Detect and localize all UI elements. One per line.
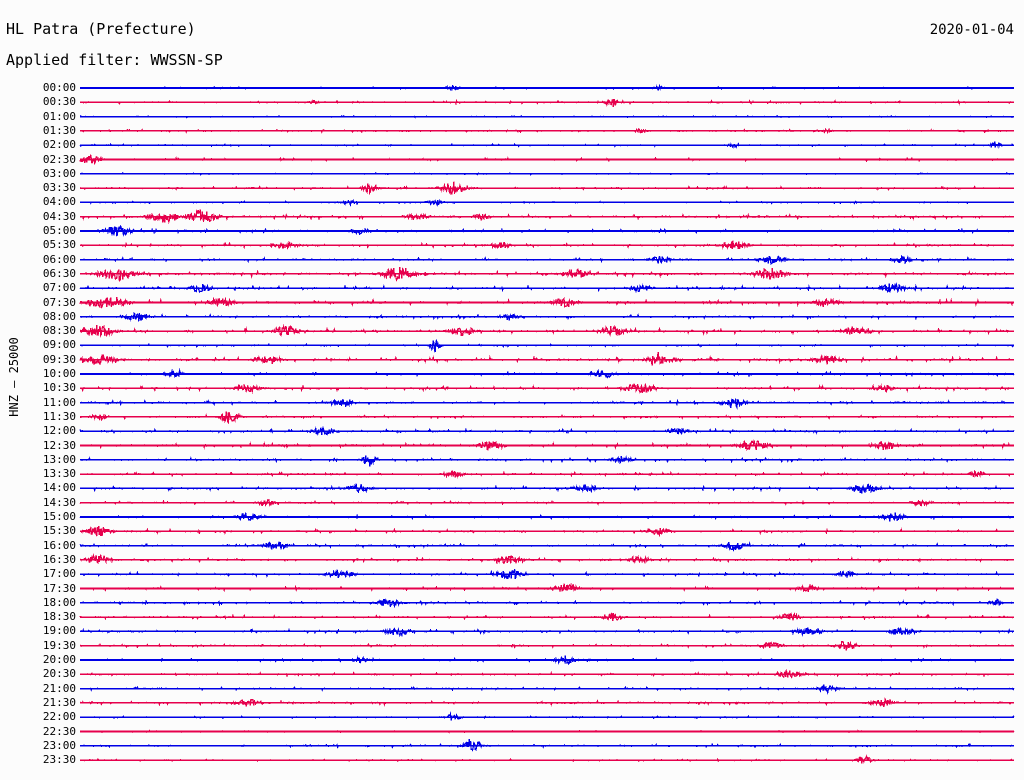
time-tick-18-00: 18:00: [42, 595, 76, 609]
time-tick-22-00: 22:00: [42, 710, 76, 724]
time-tick-11-30: 11:30: [42, 409, 76, 423]
time-tick-15-30: 15:30: [42, 524, 76, 538]
time-tick-16-30: 16:30: [42, 552, 76, 566]
time-tick-09-30: 09:30: [42, 352, 76, 366]
time-tick-03-30: 03:30: [42, 181, 76, 195]
time-tick-10-00: 10:00: [42, 367, 76, 380]
time-tick-21-00: 21:00: [42, 681, 76, 695]
time-tick-09-00: 09:00: [42, 338, 76, 352]
time-tick-01-00: 01:00: [42, 109, 76, 123]
time-tick-04-00: 04:00: [42, 195, 76, 209]
time-tick-05-30: 05:30: [42, 238, 76, 252]
time-tick-00-00: 00:00: [42, 81, 76, 94]
time-tick-17-30: 17:30: [42, 581, 76, 595]
time-tick-17-00: 17:00: [42, 567, 76, 581]
time-tick-04-30: 04:30: [42, 209, 76, 223]
time-tick-07-30: 07:30: [42, 295, 76, 309]
time-tick-05-00: 05:00: [42, 224, 76, 237]
time-tick-02-00: 02:00: [42, 138, 76, 152]
time-tick-13-00: 13:00: [42, 452, 76, 466]
time-tick-01-30: 01:30: [42, 123, 76, 137]
time-tick-07-00: 07:00: [42, 281, 76, 295]
trace-canvas: [0, 78, 1024, 778]
time-tick-23-30: 23:30: [42, 753, 76, 767]
time-tick-18-30: 18:30: [42, 610, 76, 624]
time-tick-16-00: 16:00: [42, 538, 76, 552]
time-tick-08-30: 08:30: [42, 324, 76, 338]
time-tick-13-30: 13:30: [42, 467, 76, 481]
time-tick-15-00: 15:00: [42, 510, 76, 523]
time-axis-ticks: 00:00 00:30 01:00 01:30 02:00 02:30 03:00 03:30…: [18, 78, 76, 778]
time-tick-20-30: 20:30: [42, 667, 76, 681]
time-tick-14-00: 14:00: [42, 481, 76, 495]
record-date: 2020-01-04: [929, 22, 1014, 38]
time-tick-03-00: 03:00: [42, 166, 76, 180]
time-tick-19-30: 19:30: [42, 638, 76, 652]
time-tick-22-30: 22:30: [42, 724, 76, 738]
time-tick-23-00: 23:00: [42, 738, 76, 752]
time-tick-11-00: 11:00: [42, 395, 76, 409]
time-tick-21-30: 21:30: [42, 695, 76, 709]
time-tick-19-00: 19:00: [42, 624, 76, 638]
page-title: HL Patra (Prefecture): [6, 20, 196, 38]
seismogram-plot: 00:00 00:30 01:00 01:30 02:00 02:30 03:00 03:30…: [0, 78, 1024, 778]
time-tick-06-30: 06:30: [42, 266, 76, 280]
time-tick-14-30: 14:30: [42, 495, 76, 509]
time-tick-20-00: 20:00: [42, 653, 76, 666]
trace-row-23-00: [80, 738, 1015, 752]
time-tick-08-00: 08:00: [42, 309, 76, 323]
time-tick-10-30: 10:30: [42, 381, 76, 395]
time-tick-02-30: 02:30: [42, 152, 76, 166]
time-tick-00-30: 00:30: [42, 95, 76, 109]
trace-row-13-00: [79, 455, 1015, 467]
time-tick-06-00: 06:00: [42, 252, 76, 266]
applied-filter-label: Applied filter: WWSSN-SP: [6, 51, 223, 69]
time-tick-12-00: 12:00: [42, 424, 76, 438]
time-tick-12-30: 12:30: [42, 438, 76, 452]
